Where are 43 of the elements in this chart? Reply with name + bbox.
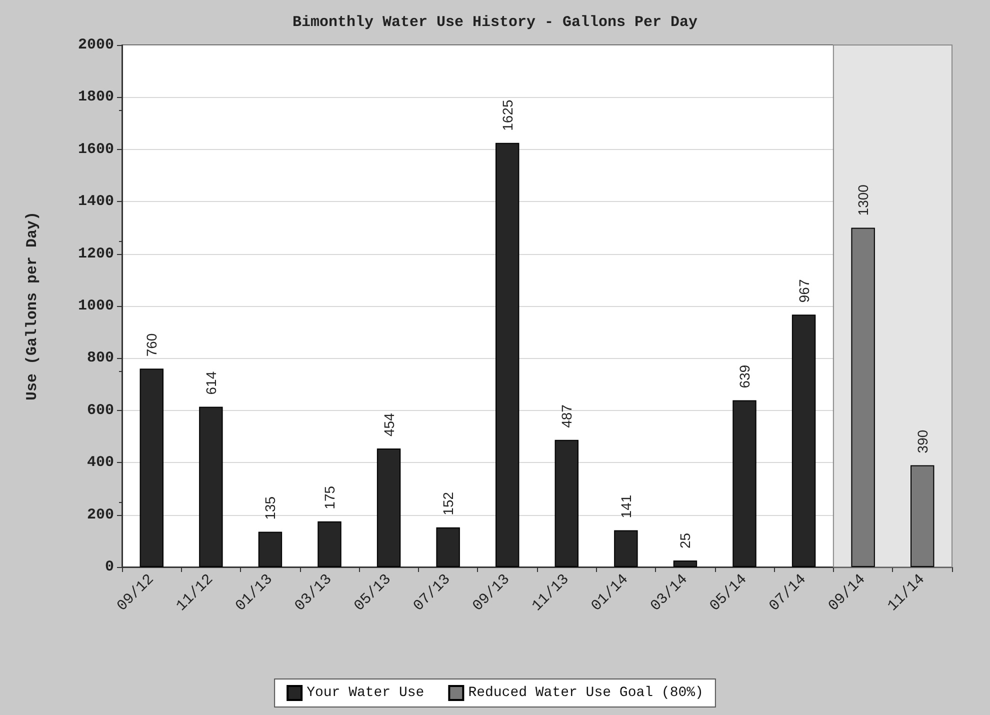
y-tick-label: 800 bbox=[86, 350, 114, 367]
y-tick-label: 2000 bbox=[78, 36, 114, 54]
bar bbox=[436, 527, 460, 567]
data-label: 175 bbox=[322, 486, 338, 510]
data-label: 25 bbox=[677, 532, 694, 548]
bar bbox=[614, 530, 638, 567]
bar bbox=[199, 406, 223, 567]
data-label: 152 bbox=[440, 492, 456, 516]
y-tick-label: 1600 bbox=[78, 140, 114, 158]
data-label: 760 bbox=[144, 333, 160, 357]
data-label: 390 bbox=[914, 430, 930, 454]
y-tick-label: 200 bbox=[86, 506, 114, 524]
data-label: 135 bbox=[262, 496, 278, 520]
y-tick-label: 1000 bbox=[78, 298, 114, 314]
bar bbox=[376, 448, 401, 567]
y-tick-label: 600 bbox=[86, 402, 114, 419]
data-label: 141 bbox=[618, 494, 634, 518]
data-label: 967 bbox=[796, 279, 812, 303]
y-tick-label: 1400 bbox=[78, 193, 114, 210]
bar bbox=[318, 521, 342, 567]
legend-label: Reduced Water Use Goal (80%) bbox=[468, 685, 704, 701]
bar bbox=[792, 314, 816, 567]
y-tick-label: 1800 bbox=[78, 88, 114, 106]
legend-label: Your Water Use bbox=[306, 685, 424, 701]
y-tick-label: 0 bbox=[104, 558, 114, 576]
y-axis-title: Use (Gallons per Day) bbox=[24, 211, 41, 401]
data-label: 1300 bbox=[855, 184, 872, 216]
y-tick-label: 1200 bbox=[78, 245, 114, 262]
bar bbox=[496, 142, 520, 567]
y-tick-label: 400 bbox=[86, 454, 114, 472]
bar bbox=[673, 560, 698, 567]
bar bbox=[732, 400, 756, 567]
chart-title: Bimonthly Water Use History - Gallons Per Day bbox=[292, 14, 698, 31]
data-label: 487 bbox=[558, 404, 575, 428]
data-label: 1625 bbox=[499, 100, 516, 131]
bar bbox=[258, 532, 282, 567]
data-label: 639 bbox=[736, 364, 752, 388]
bar bbox=[910, 465, 934, 567]
bar bbox=[554, 440, 578, 567]
bar bbox=[851, 228, 875, 567]
bar bbox=[140, 368, 164, 567]
data-label: 614 bbox=[202, 371, 219, 395]
data-label: 454 bbox=[380, 412, 397, 437]
